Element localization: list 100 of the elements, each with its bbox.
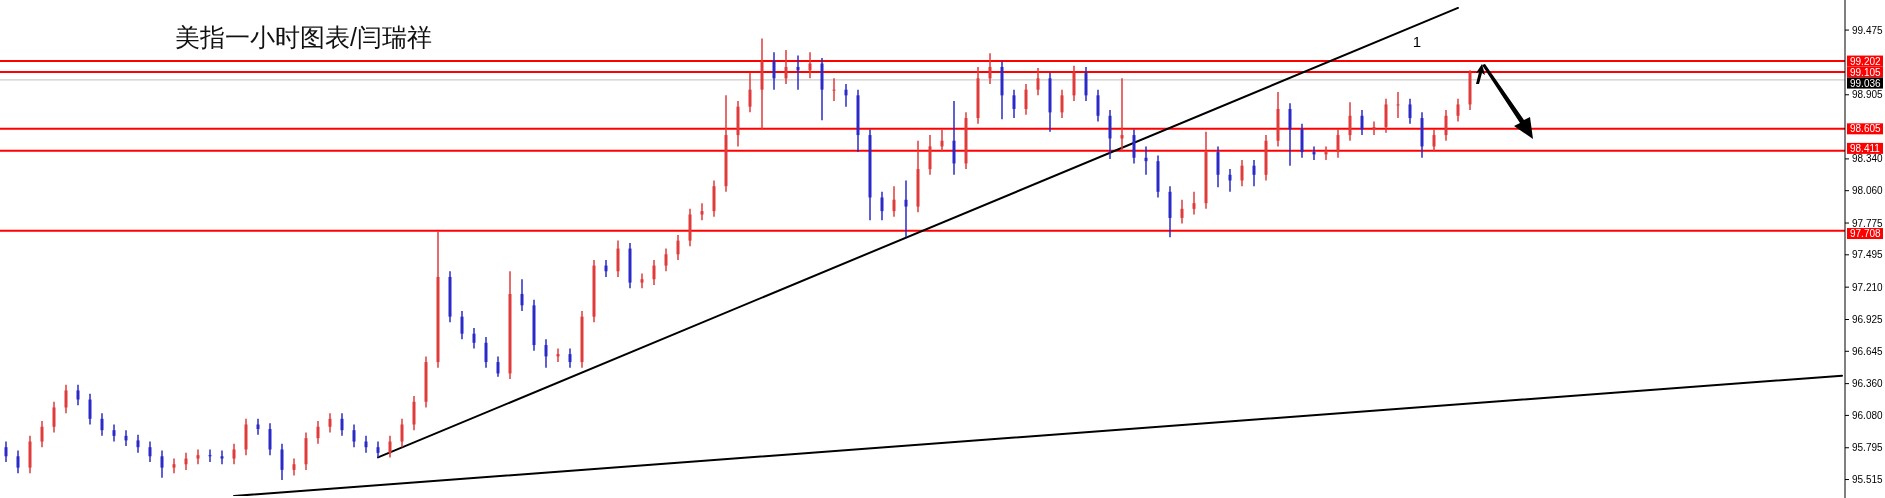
candlestick bbox=[880, 191, 884, 221]
candlestick bbox=[136, 433, 140, 454]
ref-line-label: 97.708 bbox=[1850, 228, 1882, 240]
candlestick bbox=[1180, 199, 1184, 225]
ref-line-label: 99.036 bbox=[1850, 77, 1882, 89]
candlestick bbox=[1108, 109, 1112, 160]
candlestick bbox=[1012, 88, 1016, 119]
candlestick bbox=[1360, 109, 1364, 136]
y-tick-label: 99.475 bbox=[1852, 24, 1884, 36]
candlestick bbox=[1396, 91, 1400, 119]
y-tick-label: 96.080 bbox=[1852, 409, 1884, 421]
candlestick bbox=[1384, 98, 1388, 134]
candlestick bbox=[1120, 77, 1124, 153]
ref-line-label: 99.105 bbox=[1850, 66, 1882, 78]
candlestick bbox=[1252, 159, 1256, 187]
candlestick bbox=[808, 51, 812, 80]
candlestick bbox=[472, 327, 476, 350]
candlestick bbox=[280, 443, 284, 481]
candlestick bbox=[1024, 83, 1028, 116]
candlestick bbox=[112, 423, 116, 443]
y-tick-label: 95.515 bbox=[1852, 474, 1884, 486]
candlestick bbox=[1288, 102, 1292, 167]
candlestick bbox=[1300, 122, 1304, 159]
candlestick bbox=[328, 412, 332, 434]
candlestick bbox=[1060, 88, 1064, 119]
ref-line-label: 99.202 bbox=[1850, 55, 1882, 67]
candlestick bbox=[676, 234, 680, 261]
candlestick bbox=[220, 449, 224, 465]
candlestick bbox=[1408, 98, 1412, 125]
candlestick bbox=[196, 448, 200, 465]
candlestick bbox=[1336, 128, 1340, 159]
candlestick bbox=[52, 401, 56, 434]
candlestick bbox=[64, 384, 68, 414]
candlestick bbox=[388, 435, 392, 459]
candlestick bbox=[1144, 145, 1148, 176]
candlestick bbox=[1348, 101, 1352, 142]
y-tick-label: 96.360 bbox=[1852, 378, 1884, 390]
candlestick bbox=[400, 418, 404, 448]
candlestick bbox=[340, 412, 344, 437]
candlestick bbox=[544, 338, 548, 369]
candlestick bbox=[88, 393, 92, 426]
y-tick-label: 98.340 bbox=[1852, 153, 1884, 165]
y-tick-label: 97.775 bbox=[1852, 217, 1884, 229]
candlestick bbox=[172, 457, 176, 475]
candlestick bbox=[892, 185, 896, 218]
candlestick bbox=[352, 423, 356, 448]
candlestick bbox=[700, 202, 704, 221]
y-tick-label: 95.795 bbox=[1852, 442, 1884, 454]
candlestick bbox=[232, 443, 236, 465]
candlestick bbox=[16, 449, 20, 475]
candlestick bbox=[4, 440, 8, 463]
candlestick bbox=[1192, 191, 1196, 216]
candlestick bbox=[928, 134, 932, 176]
y-tick-label: 96.645 bbox=[1852, 345, 1884, 357]
y-tick-label: 96.925 bbox=[1852, 314, 1884, 326]
candlestick bbox=[796, 54, 800, 91]
candlestick bbox=[1240, 159, 1244, 187]
candlestick bbox=[1084, 66, 1088, 102]
candlestick bbox=[1216, 145, 1220, 189]
candlestick bbox=[256, 418, 260, 436]
candlestick bbox=[1444, 109, 1448, 142]
candlestick bbox=[208, 448, 212, 463]
ref-line-label: 98.411 bbox=[1850, 142, 1881, 154]
candlestick bbox=[640, 272, 644, 290]
candlestick bbox=[616, 239, 620, 278]
candlestick bbox=[268, 422, 272, 456]
candlestick bbox=[412, 395, 416, 431]
candlestick bbox=[484, 336, 488, 369]
candlestick bbox=[1432, 128, 1436, 153]
candlestick bbox=[460, 310, 464, 341]
candlestick bbox=[316, 420, 320, 445]
candlestick bbox=[1456, 98, 1460, 123]
candlestick bbox=[832, 77, 836, 102]
annotation: 1 bbox=[1412, 33, 1422, 50]
ref-line-label: 98.605 bbox=[1850, 123, 1882, 135]
y-tick-label: 98.060 bbox=[1852, 185, 1884, 197]
candlestick bbox=[520, 278, 524, 312]
candlestick bbox=[748, 71, 752, 114]
candlestick bbox=[664, 247, 668, 273]
candlestick bbox=[76, 384, 80, 406]
y-tick-label: 97.210 bbox=[1852, 281, 1884, 293]
candlestick bbox=[568, 347, 572, 369]
candlestick bbox=[1036, 67, 1040, 97]
text: 美指一小时图表/闫瑞祥 bbox=[175, 23, 432, 51]
candlestick bbox=[952, 100, 956, 176]
candlestick bbox=[148, 440, 152, 463]
candlestick bbox=[772, 51, 776, 91]
candlestick bbox=[1096, 88, 1100, 123]
candlestick bbox=[1132, 128, 1136, 165]
y-tick-label: 98.905 bbox=[1852, 89, 1884, 101]
candlestick bbox=[160, 449, 164, 479]
candlestick bbox=[988, 52, 992, 85]
candlestick bbox=[784, 49, 788, 85]
candlestick bbox=[904, 179, 908, 238]
y-tick-label: 97.495 bbox=[1852, 249, 1884, 261]
candlestick bbox=[40, 420, 44, 448]
candlestick bbox=[1072, 65, 1076, 102]
candlestick bbox=[652, 259, 656, 286]
candlestick bbox=[496, 355, 500, 378]
candlestick bbox=[100, 412, 104, 437]
